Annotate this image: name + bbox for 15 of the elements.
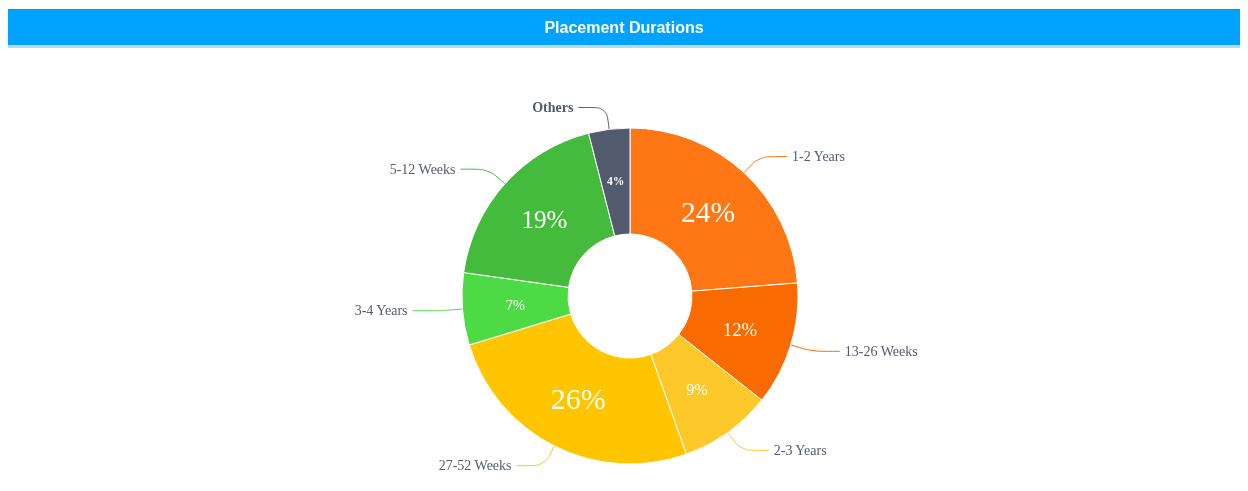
slice-label: 27-52 Weeks (438, 458, 512, 474)
data-label: 24% (680, 195, 736, 228)
slice-label: Others (532, 99, 574, 115)
data-label: 12% (722, 318, 758, 340)
slice-label: 3-4 Years (354, 303, 408, 319)
chart-title: Placement Durations (544, 18, 704, 36)
data-label: 4% (607, 175, 625, 189)
slice-label: 1-2 Years (792, 149, 845, 165)
slice-label: 2-3 Years (773, 442, 827, 458)
slice-label: 13-26 Weeks (844, 343, 918, 359)
data-label: 9% (686, 380, 708, 398)
data-label: 7% (505, 296, 525, 313)
slice-label: 5-12 Weeks (389, 161, 456, 177)
data-label: 19% (521, 205, 568, 233)
data-label: 26% (550, 382, 606, 416)
